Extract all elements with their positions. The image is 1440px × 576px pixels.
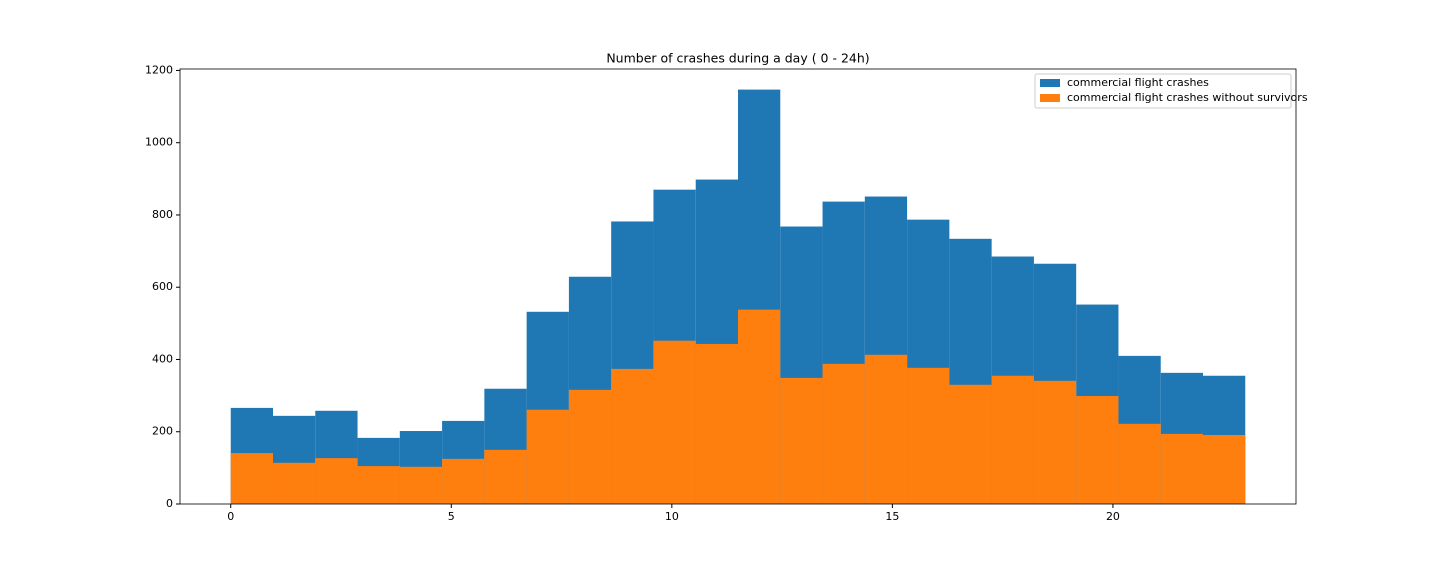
legend-box bbox=[1034, 73, 1292, 109]
legend-label: commercial flight crashes bbox=[1067, 76, 1209, 89]
histogram-bar bbox=[907, 367, 950, 504]
histogram-bar bbox=[1160, 433, 1204, 504]
y-tick-label: 800 bbox=[152, 208, 173, 221]
histogram-bar bbox=[695, 343, 738, 504]
histogram-bar bbox=[611, 368, 654, 504]
histogram-bar bbox=[949, 384, 992, 504]
y-tick-label: 400 bbox=[152, 352, 173, 365]
histogram-bar bbox=[991, 375, 1034, 504]
y-tick-label: 0 bbox=[166, 497, 173, 510]
legend-label: commercial flight crashes without surviv… bbox=[1067, 91, 1308, 104]
x-tick-label: 0 bbox=[227, 510, 234, 523]
histogram-bar bbox=[653, 340, 696, 504]
histogram-bar bbox=[1118, 423, 1161, 504]
plot-frame bbox=[179, 68, 1297, 505]
y-tick-label: 200 bbox=[152, 425, 173, 438]
y-tick-label: 600 bbox=[152, 280, 173, 293]
histogram-bar bbox=[230, 453, 273, 504]
x-tick-label: 5 bbox=[448, 510, 455, 523]
histogram-bar bbox=[399, 466, 443, 504]
histogram-bar bbox=[738, 309, 781, 504]
x-tick-label: 10 bbox=[665, 510, 679, 523]
legend-swatch bbox=[1040, 94, 1060, 102]
histogram-bar bbox=[568, 389, 612, 504]
chart-title: Number of crashes during a day ( 0 - 24h… bbox=[606, 51, 869, 66]
histogram-bar bbox=[864, 354, 908, 504]
histogram-bar bbox=[442, 458, 485, 504]
histogram-bar bbox=[822, 363, 865, 504]
histogram-bar bbox=[1076, 395, 1119, 504]
histogram-bar bbox=[315, 458, 358, 504]
histogram-bar bbox=[780, 377, 823, 504]
histogram-bar bbox=[272, 462, 316, 504]
histogram-bar bbox=[1033, 380, 1077, 504]
legend-swatch bbox=[1040, 79, 1060, 87]
y-tick-label: 1200 bbox=[145, 63, 173, 76]
histogram-bar bbox=[526, 409, 569, 504]
histogram-bar bbox=[357, 466, 400, 504]
x-tick-label: 20 bbox=[1106, 510, 1120, 523]
histogram-bar bbox=[1203, 434, 1246, 504]
x-tick-label: 15 bbox=[885, 510, 899, 523]
histogram-bar bbox=[484, 449, 527, 504]
y-tick-label: 1000 bbox=[145, 136, 173, 149]
